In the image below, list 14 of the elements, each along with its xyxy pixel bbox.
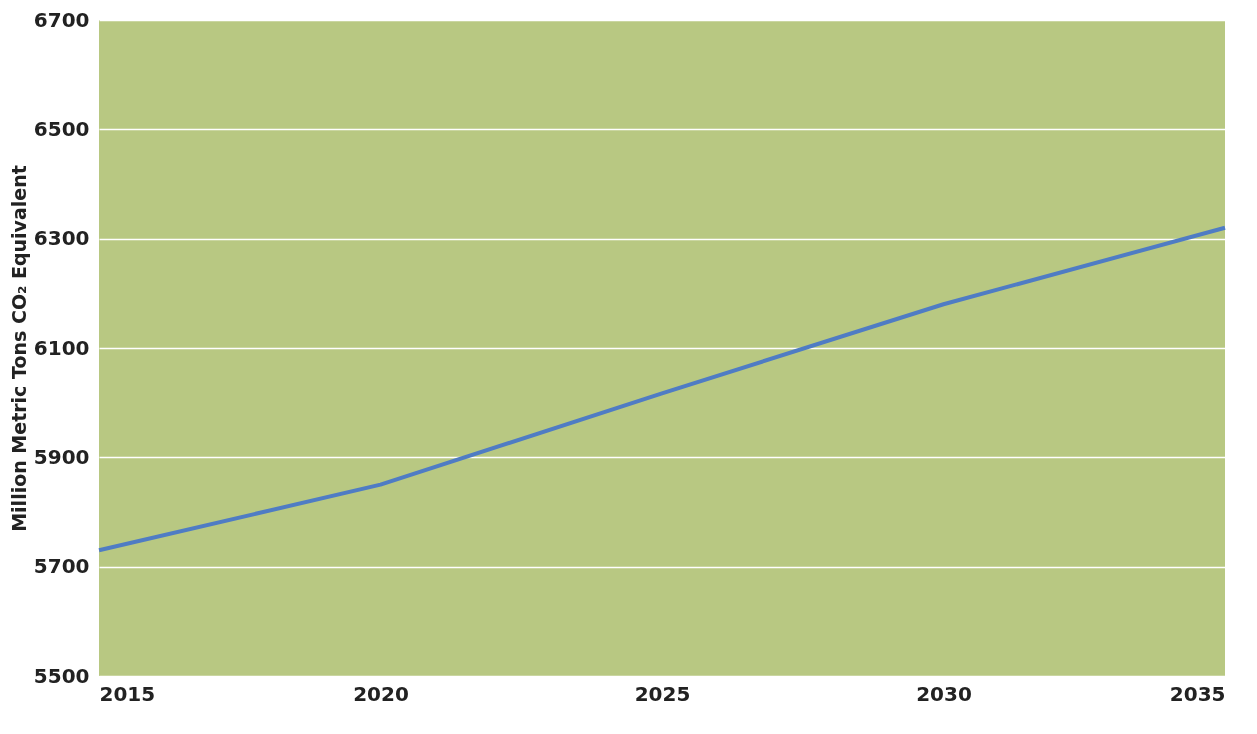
y-tick-label: 5500 — [33, 663, 90, 688]
line-series — [97, 225, 1227, 553]
y-tick-label: 6300 — [33, 226, 90, 251]
y-tick-label: 6100 — [33, 335, 90, 360]
y-tick-label: 5700 — [33, 554, 90, 579]
y-tick-label: 6700 — [33, 7, 90, 32]
x-tick-label: 2020 — [353, 681, 409, 706]
x-tick-label: 2025 — [634, 681, 691, 706]
x-tick-label: 2035 — [1169, 681, 1226, 706]
y-tick-label: 5900 — [33, 444, 90, 469]
y-axis-title: Million Metric Tons CO₂ Equivalent — [7, 165, 30, 532]
x-tick-label: 2030 — [916, 681, 972, 706]
x-tick-label: 2015 — [99, 681, 156, 706]
y-tick-label: 6500 — [33, 116, 90, 141]
